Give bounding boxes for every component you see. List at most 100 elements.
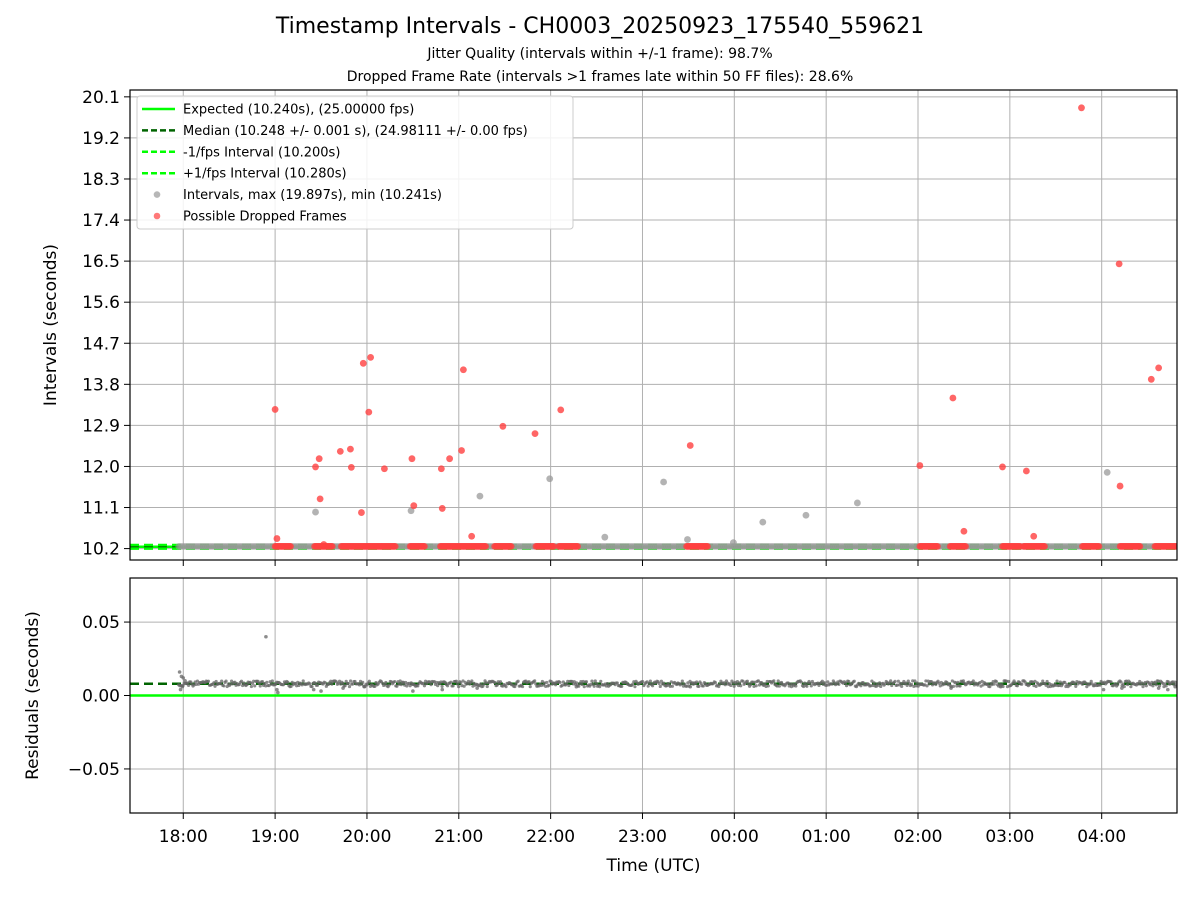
intervals-y-tick-label: 11.1 [82, 499, 120, 519]
residuals-baseline-point [620, 684, 624, 688]
residuals-interval-point [440, 687, 445, 692]
intervals-y-tick-label: 14.7 [82, 334, 120, 354]
residuals-baseline-point [822, 681, 827, 685]
residuals-interval-point [180, 684, 185, 689]
intervals-interval-point [1103, 468, 1111, 476]
intervals-dropped-frame-point [1116, 482, 1124, 490]
residuals-baseline-point [429, 683, 433, 687]
residuals-baseline-point [958, 684, 962, 688]
residuals-baseline-point [1119, 680, 1123, 684]
residuals-interval-point [275, 687, 279, 692]
intervals-dropped-frame-point [381, 465, 388, 473]
residuals-baseline-point [988, 685, 992, 689]
residuals-baseline-point [648, 679, 652, 683]
residuals-baseline-point [315, 683, 320, 687]
legend-entry-label: Expected (10.240s), (25.00000 fps) [183, 103, 414, 118]
residuals-baseline-point [843, 681, 848, 685]
residuals-baseline-point [650, 684, 655, 688]
residuals-baseline-point [229, 679, 234, 683]
residuals-y-tick-label: 0.05 [82, 613, 120, 633]
residuals-baseline-point [186, 683, 191, 687]
residuals-baseline-point [253, 684, 257, 688]
residuals-baseline-point [615, 681, 619, 685]
residuals-baseline-point [1154, 683, 1158, 687]
intervals-dropped-frame-point [459, 366, 467, 374]
intervals-dropped-frame-point [408, 455, 416, 463]
residuals-interval-point [574, 684, 579, 689]
residuals-baseline-point [1027, 683, 1032, 687]
intervals-interval-point [853, 499, 861, 507]
residuals-baseline-point [399, 683, 403, 687]
residuals-baseline-point [1045, 679, 1049, 684]
intervals-dropped-frame-point [458, 447, 465, 454]
residuals-baseline-point [749, 683, 753, 687]
intervals-dropped-frame-point [557, 406, 565, 414]
residuals-interval-point [1156, 686, 1161, 690]
residuals-baseline-point [567, 683, 571, 688]
dropped-frame-cluster-point [550, 543, 557, 550]
residuals-baseline-point [657, 681, 661, 686]
residuals-baseline-point [1128, 680, 1132, 684]
residuals-baseline-point [592, 684, 596, 688]
residuals-interval-point [475, 686, 479, 690]
residuals-baseline-point [837, 682, 841, 686]
x-tick-label: 04:00 [1077, 827, 1126, 847]
residuals-baseline-point [951, 684, 956, 688]
intervals-dropped-frame-point [531, 430, 539, 438]
x-axis-label: Time (UTC) [606, 856, 701, 876]
residuals-baseline-point [777, 684, 781, 688]
residuals-baseline-point [732, 684, 736, 688]
dropped-frame-cluster-point [574, 543, 582, 550]
residuals-baseline-point [260, 680, 265, 684]
x-tick-label: 19:00 [251, 827, 300, 847]
x-tick-label: 23:00 [618, 827, 667, 847]
chart-subtitle-dropped: Dropped Frame Rate (intervals >1 frames … [346, 69, 854, 85]
residuals-baseline-point [605, 681, 609, 686]
legend-swatch-marker [153, 191, 161, 198]
residuals-baseline-point [462, 684, 466, 688]
intervals-interval-point [407, 507, 415, 515]
residuals-interval-point [311, 687, 316, 692]
residuals-plot-area [124, 577, 1178, 819]
intervals-dropped-frame-point [271, 406, 279, 413]
residuals-interval-point [178, 687, 183, 692]
dropped-frame-cluster-point [962, 543, 969, 550]
residuals-baseline-point [956, 680, 960, 684]
residuals-baseline-point [847, 679, 851, 684]
intervals-dropped-frame-point [1155, 364, 1163, 372]
intervals-dropped-frame-point [367, 353, 375, 361]
residuals-baseline-point [1020, 682, 1024, 686]
residuals-baseline-point [1073, 682, 1077, 686]
residuals-baseline-point [808, 681, 812, 685]
intervals-dropped-frame-point [358, 509, 365, 516]
residuals-baseline-point [679, 682, 683, 686]
residuals-baseline-point [455, 682, 460, 686]
residuals-baseline-point [1098, 683, 1102, 687]
residuals-baseline-point [439, 680, 443, 684]
residuals-baseline-point [1173, 680, 1177, 684]
residuals-baseline-point [859, 684, 863, 688]
residuals-baseline-point [757, 683, 762, 687]
residuals-baseline-point [498, 680, 503, 684]
residuals-baseline-point [457, 684, 461, 689]
residuals-baseline-point [1129, 685, 1133, 689]
residuals-baseline-point [393, 679, 397, 684]
legend-entry-label: Possible Dropped Frames [183, 210, 347, 225]
residuals-baseline-point [686, 681, 690, 685]
intervals-dropped-frame-point [410, 502, 418, 510]
intervals-axes-frame [129, 89, 1178, 561]
residuals-baseline-point [224, 679, 228, 683]
intervals-dropped-frame-point [1078, 104, 1085, 112]
residuals-baseline-point [741, 679, 745, 683]
intervals-dropped-frame-point [312, 463, 319, 471]
intervals-dropped-frame-point [686, 442, 694, 449]
intervals-dropped-frame-point [347, 445, 354, 453]
residuals-baseline-point [1074, 684, 1078, 688]
residuals-baseline-point [258, 684, 262, 688]
legend-entry-label: Median (10.248 +/- 0.001 s), (24.98111 +… [183, 124, 528, 139]
residuals-baseline-point [879, 684, 883, 689]
intervals-interval-point [601, 533, 609, 541]
residuals-interval-point [411, 689, 415, 693]
residuals-baseline-point [1006, 679, 1011, 684]
residuals-interval-point [949, 686, 953, 690]
